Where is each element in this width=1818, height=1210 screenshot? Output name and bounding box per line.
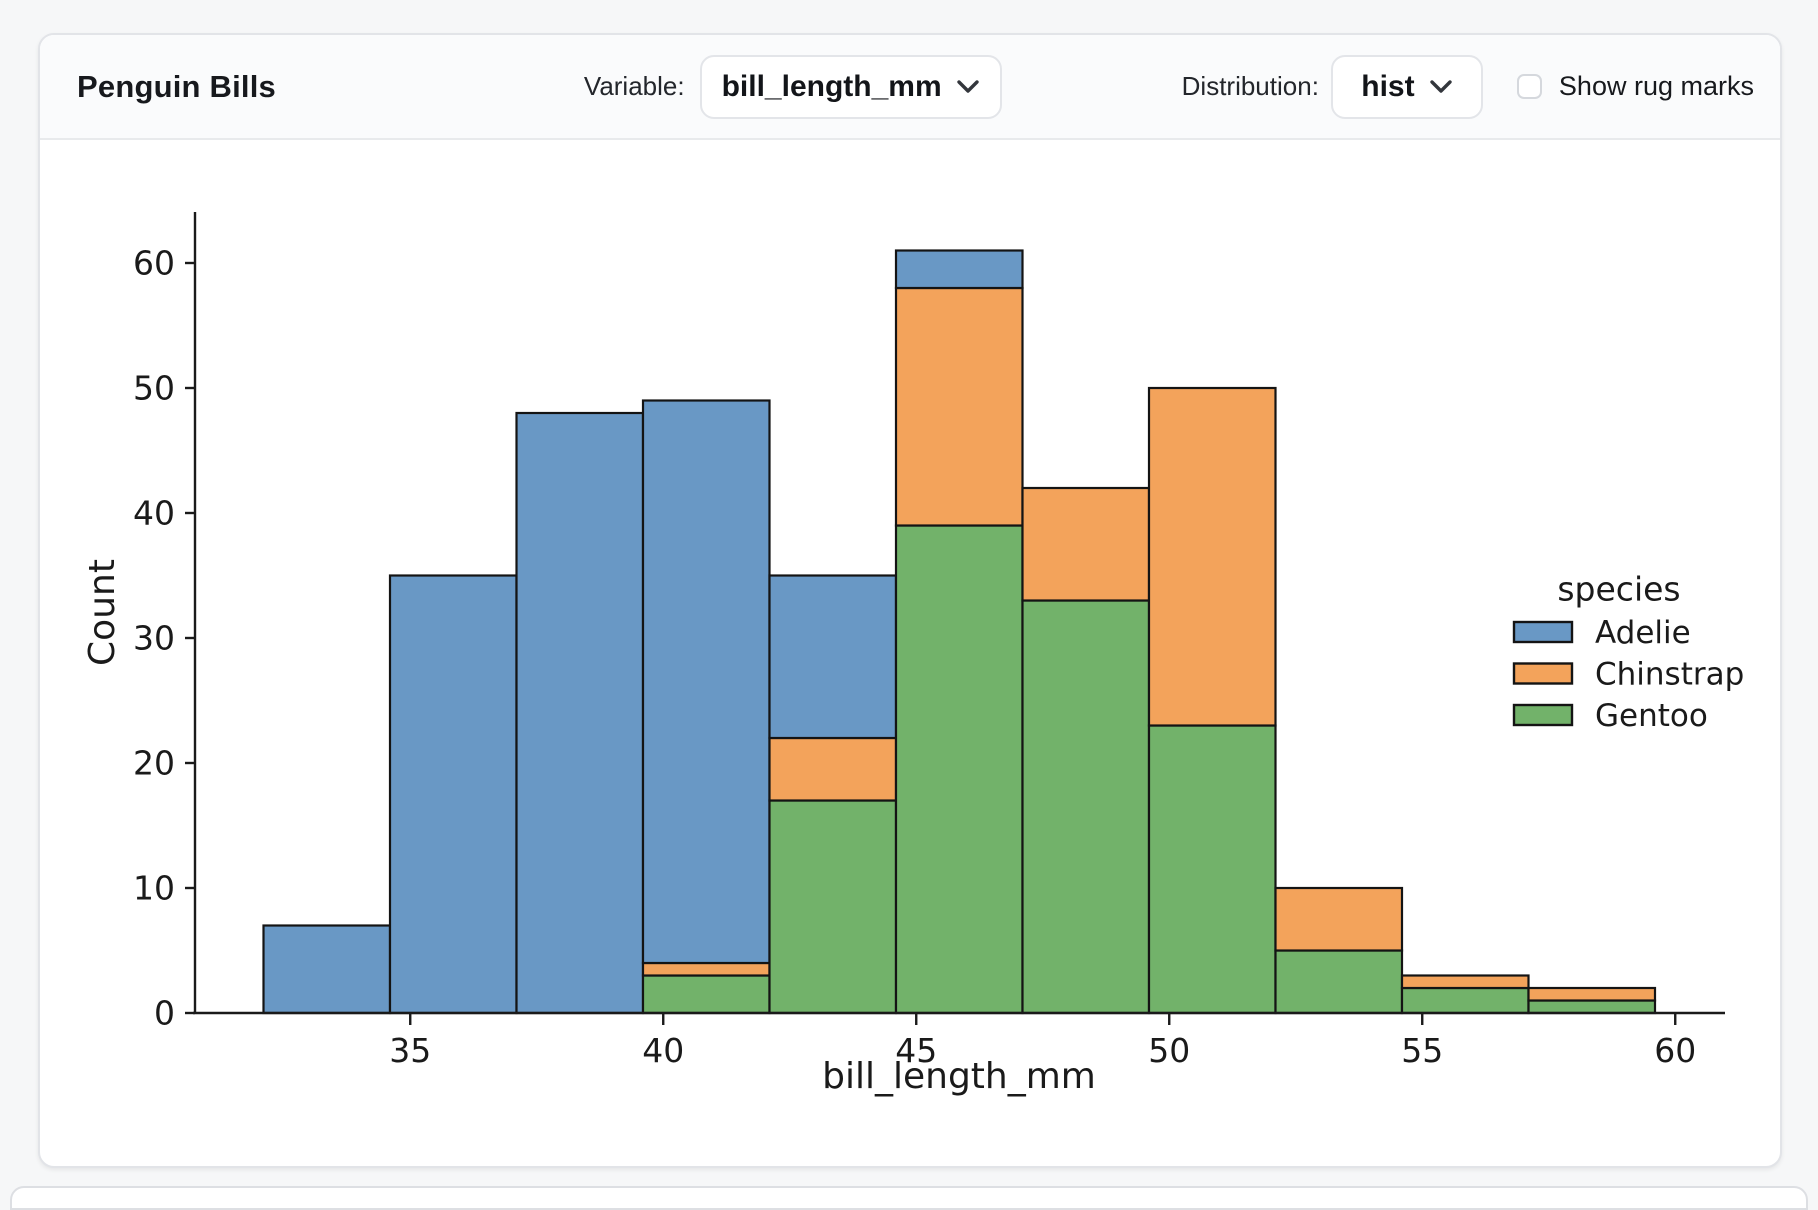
y-tick-label: 40 [133,494,175,533]
legend-title: species [1557,570,1680,609]
bar-segment-chinstrap [1527,986,1657,1002]
bar-segment-adelie [515,411,645,1015]
distribution-select-value: hist [1361,69,1415,103]
bar-segment-gentoo [1274,949,1404,1015]
bar-segment-gentoo [1527,999,1657,1015]
bar-segment-gentoo [1021,599,1151,1015]
bar-segment-adelie [262,924,392,1015]
legend-swatch-gentoo [1512,703,1574,727]
legend-swatch-chinstrap [1512,662,1574,685]
bar-segment-gentoo [1400,986,1530,1015]
variable-select-value: bill_length_mm [721,69,942,103]
bar-segment-gentoo [768,799,898,1015]
variable-select[interactable]: bill_length_mm [699,54,1002,119]
variable-label: Variable: [583,71,685,101]
distribution-select[interactable]: hist [1330,54,1483,119]
bar-segment-chinstrap [768,736,898,802]
bar-segment-adelie [641,399,771,965]
x-tick-label: 35 [389,1031,431,1070]
y-axis-label: Count [82,559,123,666]
rug-toggle-group: Show rug marks [1516,71,1754,102]
x-tick-label: 60 [1654,1031,1696,1070]
legend-swatch-adelie [1512,620,1574,644]
chart-area: 0 10 20 30 40 50 60 35 40 45 50 55 60 Count bill_lengt… [40,142,1780,1166]
x-axis-label: bill_length_mm [822,1056,1096,1097]
chevron-down-icon [956,79,979,93]
axes: 0 10 20 30 40 50 60 35 40 45 50 55 60 Count bill_lengt… [82,212,1725,1097]
x-tick-label: 40 [642,1031,684,1070]
x-tick-label: 50 [1148,1031,1190,1070]
y-tick-label: 10 [133,869,175,908]
bar-segment-gentoo [641,974,771,1015]
legend-label-gentoo: Gentoo [1595,698,1708,734]
bar-segment-gentoo [894,524,1024,1015]
bar-segment-chinstrap [641,961,771,977]
chevron-down-icon [1429,79,1452,93]
show-rug-checkbox[interactable] [1516,74,1542,99]
bar-segment-chinstrap [1021,486,1151,602]
show-rug-label: Show rug marks [1558,71,1754,101]
panel-card: Penguin Bills Variable: bill_length_mm D… [38,33,1782,1168]
y-tick-label: 20 [133,744,175,783]
bar-segment-chinstrap [1274,886,1404,952]
y-tick-label: 0 [154,994,175,1033]
y-tick-label: 60 [133,244,175,283]
page-title: Penguin Bills [77,68,276,104]
bar-segment-adelie [388,574,518,1015]
bar-segment-adelie [768,574,898,740]
legend: species Adelie Chinstrap Gentoo [1512,570,1744,734]
y-tick-label: 50 [133,369,175,408]
histogram-bars [262,249,1657,1015]
y-tick-label: 30 [133,619,175,658]
next-card-peek [10,1186,1808,1210]
x-tick-label: 55 [1401,1031,1443,1070]
bar-segment-adelie [894,249,1024,290]
bar-segment-gentoo [1147,724,1277,1015]
legend-label-chinstrap: Chinstrap [1595,656,1744,692]
distribution-label: Distribution: [1181,71,1319,101]
bar-segment-chinstrap [1400,974,1530,990]
legend-label-adelie: Adelie [1595,615,1691,651]
bar-segment-chinstrap [894,286,1024,527]
card-header: Penguin Bills Variable: bill_length_mm D… [40,35,1780,140]
x-tick-label: 45 [895,1031,937,1070]
histogram-chart: 0 10 20 30 40 50 60 35 40 45 50 55 60 Count bill_lengt… [82,212,1744,1097]
bar-segment-chinstrap [1147,386,1277,727]
